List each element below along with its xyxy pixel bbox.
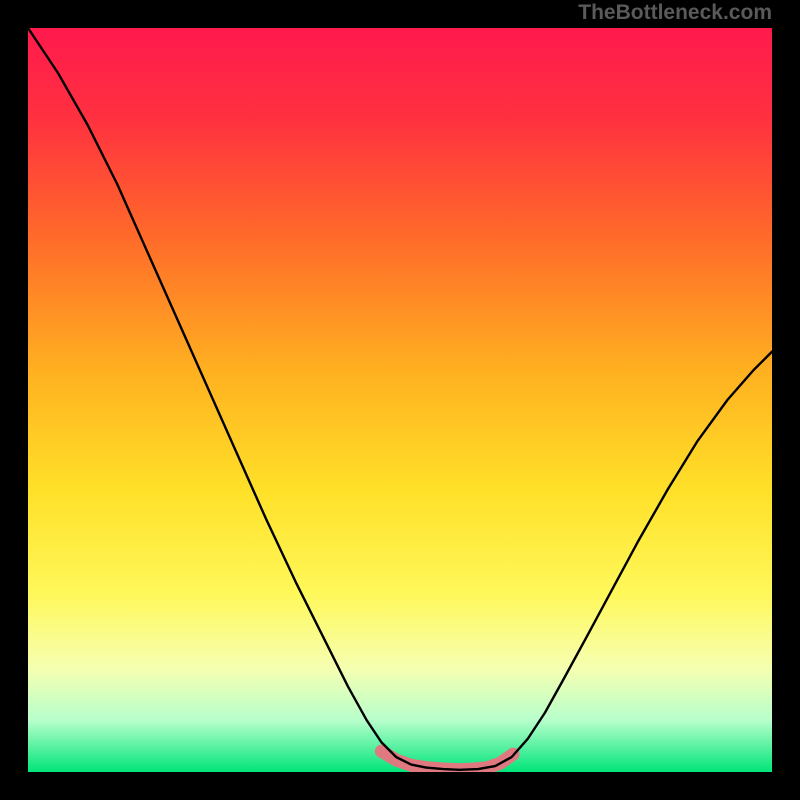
gradient-chart bbox=[28, 28, 772, 772]
plot-area bbox=[28, 28, 772, 772]
watermark-text: TheBottleneck.com bbox=[578, 1, 772, 25]
heatmap-background bbox=[28, 28, 772, 772]
chart-container: TheBottleneck.com bbox=[0, 0, 800, 800]
